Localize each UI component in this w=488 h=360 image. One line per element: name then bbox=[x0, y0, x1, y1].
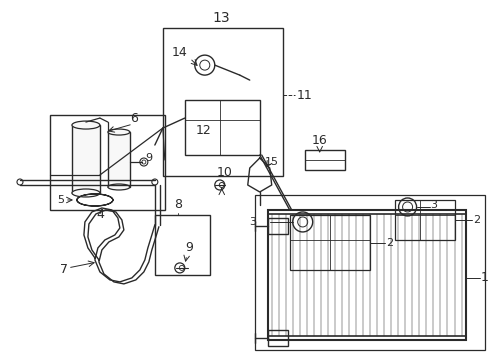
Text: 10: 10 bbox=[216, 166, 232, 179]
Text: 15: 15 bbox=[264, 157, 278, 167]
Ellipse shape bbox=[108, 129, 130, 135]
Bar bbox=[72, 125, 100, 193]
Text: 2: 2 bbox=[472, 215, 480, 225]
Text: 13: 13 bbox=[212, 11, 230, 25]
Text: 7: 7 bbox=[60, 264, 68, 276]
Text: 9: 9 bbox=[144, 153, 152, 163]
Ellipse shape bbox=[72, 189, 100, 197]
Text: 6: 6 bbox=[130, 112, 138, 125]
Bar bbox=[267, 210, 465, 340]
Bar bbox=[163, 28, 282, 176]
Bar bbox=[155, 215, 209, 275]
Text: 3: 3 bbox=[248, 217, 255, 227]
Text: 16: 16 bbox=[311, 134, 327, 147]
Bar bbox=[184, 100, 259, 155]
Text: 5: 5 bbox=[57, 195, 64, 205]
Text: 3: 3 bbox=[430, 200, 437, 210]
Text: 12: 12 bbox=[195, 123, 211, 136]
Bar bbox=[50, 115, 164, 210]
Ellipse shape bbox=[72, 121, 100, 129]
Text: 9: 9 bbox=[184, 242, 192, 255]
Bar bbox=[394, 200, 454, 240]
Bar bbox=[108, 132, 130, 187]
Bar bbox=[267, 330, 287, 346]
Text: 8: 8 bbox=[173, 198, 182, 211]
Ellipse shape bbox=[108, 184, 130, 190]
Bar bbox=[289, 215, 369, 270]
Bar bbox=[254, 195, 484, 350]
Text: 4: 4 bbox=[96, 208, 103, 221]
Bar bbox=[267, 218, 287, 234]
Bar bbox=[304, 150, 344, 170]
Text: 14: 14 bbox=[171, 46, 187, 59]
Text: 2: 2 bbox=[386, 238, 393, 248]
Text: 1: 1 bbox=[480, 271, 488, 284]
Text: 11: 11 bbox=[296, 89, 312, 102]
